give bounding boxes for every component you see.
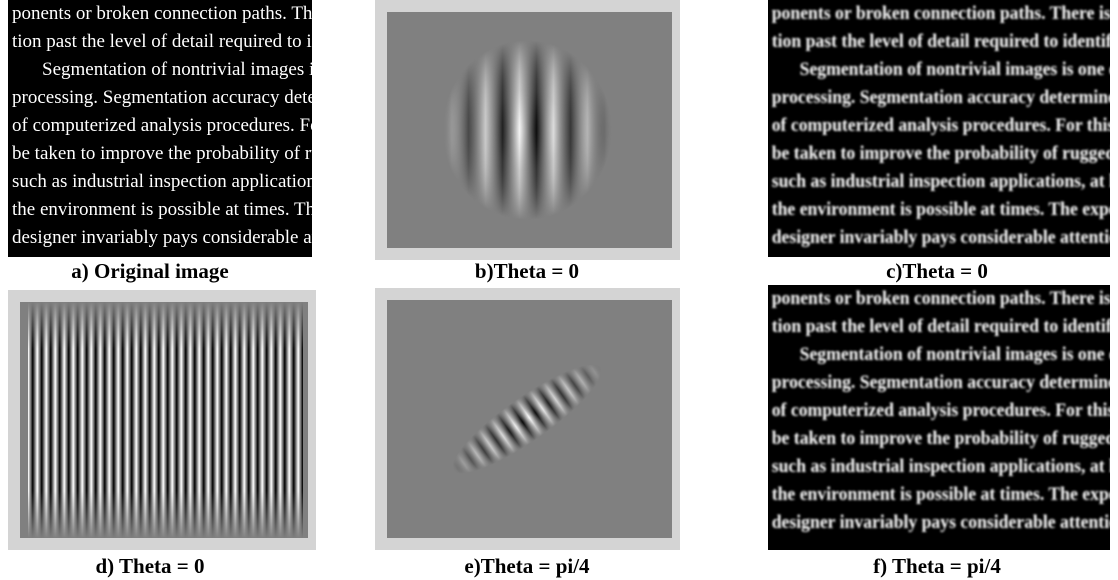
text-line: ponents or broken connection paths. Ther… <box>8 0 312 28</box>
caption: d) Theta = 0 <box>0 554 315 579</box>
figure: ponents or broken connection paths. Ther… <box>0 0 1118 580</box>
text-line: be taken to improve the probability of r… <box>768 425 1086 453</box>
text-line: Segmentation of nontrivial images is one… <box>8 56 312 84</box>
text-line: of computerized analysis procedures. For… <box>768 397 1086 425</box>
text-line: such as industrial inspection applicatio… <box>8 168 312 196</box>
text-image-filtered: ponents or broken connection paths. Ther… <box>768 0 1110 257</box>
text-line: of computerized analysis procedures. For… <box>8 112 312 140</box>
caption: c)Theta = 0 <box>772 259 1102 284</box>
gabor-plot <box>375 0 680 260</box>
text-line: of computerized analysis procedures. For… <box>768 112 1086 140</box>
caption: a) Original image <box>0 259 315 284</box>
text-line: ponents or broken connection paths. Ther… <box>768 285 1086 313</box>
text-line: tion past the level of detail required t… <box>8 28 312 56</box>
text-line: be taken to improve the probability of r… <box>8 140 312 168</box>
text-line: ponents or broken connection paths. Ther… <box>768 0 1086 28</box>
text-line: processing. Segmentation accuracy determ… <box>768 84 1086 112</box>
text-image: ponents or broken connection paths. Ther… <box>8 0 312 257</box>
gabor-response-plot <box>8 290 316 550</box>
text-line: designer invariably pays considerable at… <box>768 509 1086 537</box>
text-line: the environment is possible at times. Th… <box>768 481 1086 509</box>
text-line: processing. Segmentation accuracy determ… <box>768 369 1086 397</box>
text-line: Segmentation of nontrivial images is one… <box>768 56 1086 84</box>
text-line: processing. Segmentation accuracy determ… <box>8 84 312 112</box>
text-line: designer invariably pays considerable at… <box>768 224 1086 252</box>
text-line: the environment is possible at times. Th… <box>8 196 312 224</box>
text-line: such as industrial inspection applicatio… <box>768 453 1086 481</box>
text-line: be taken to improve the probability of r… <box>768 140 1086 168</box>
gabor-plot <box>375 288 680 550</box>
text-line: tion past the level of detail required t… <box>768 28 1086 56</box>
caption: e)Theta = pi/4 <box>362 554 692 579</box>
caption: b)Theta = 0 <box>362 259 692 284</box>
text-line: Segmentation of nontrivial images is one… <box>768 341 1086 369</box>
text-image-filtered: ponents or broken connection paths. Ther… <box>768 285 1110 550</box>
text-line: such as industrial inspection applicatio… <box>768 168 1086 196</box>
text-line: designer invariably pays considerable at… <box>8 224 312 252</box>
text-line: tion past the level of detail required t… <box>768 313 1086 341</box>
text-line: the environment is possible at times. Th… <box>768 196 1086 224</box>
caption: f) Theta = pi/4 <box>772 554 1102 579</box>
page: Gabor filter figure {"source_text":{"lin… <box>0 0 1118 580</box>
